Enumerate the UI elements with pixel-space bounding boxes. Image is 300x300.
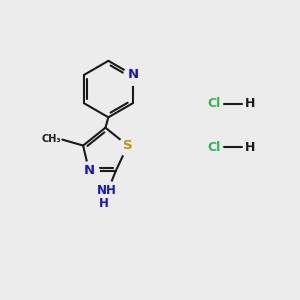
Text: Cl: Cl xyxy=(207,98,220,110)
Text: N: N xyxy=(127,68,138,82)
Text: H: H xyxy=(244,98,255,110)
Text: H: H xyxy=(99,197,109,210)
Text: S: S xyxy=(123,139,133,152)
Text: N: N xyxy=(83,164,94,177)
Text: NH: NH xyxy=(97,184,117,197)
Text: Cl: Cl xyxy=(207,140,220,154)
Text: H: H xyxy=(244,140,255,154)
Text: CH₃: CH₃ xyxy=(41,134,61,144)
